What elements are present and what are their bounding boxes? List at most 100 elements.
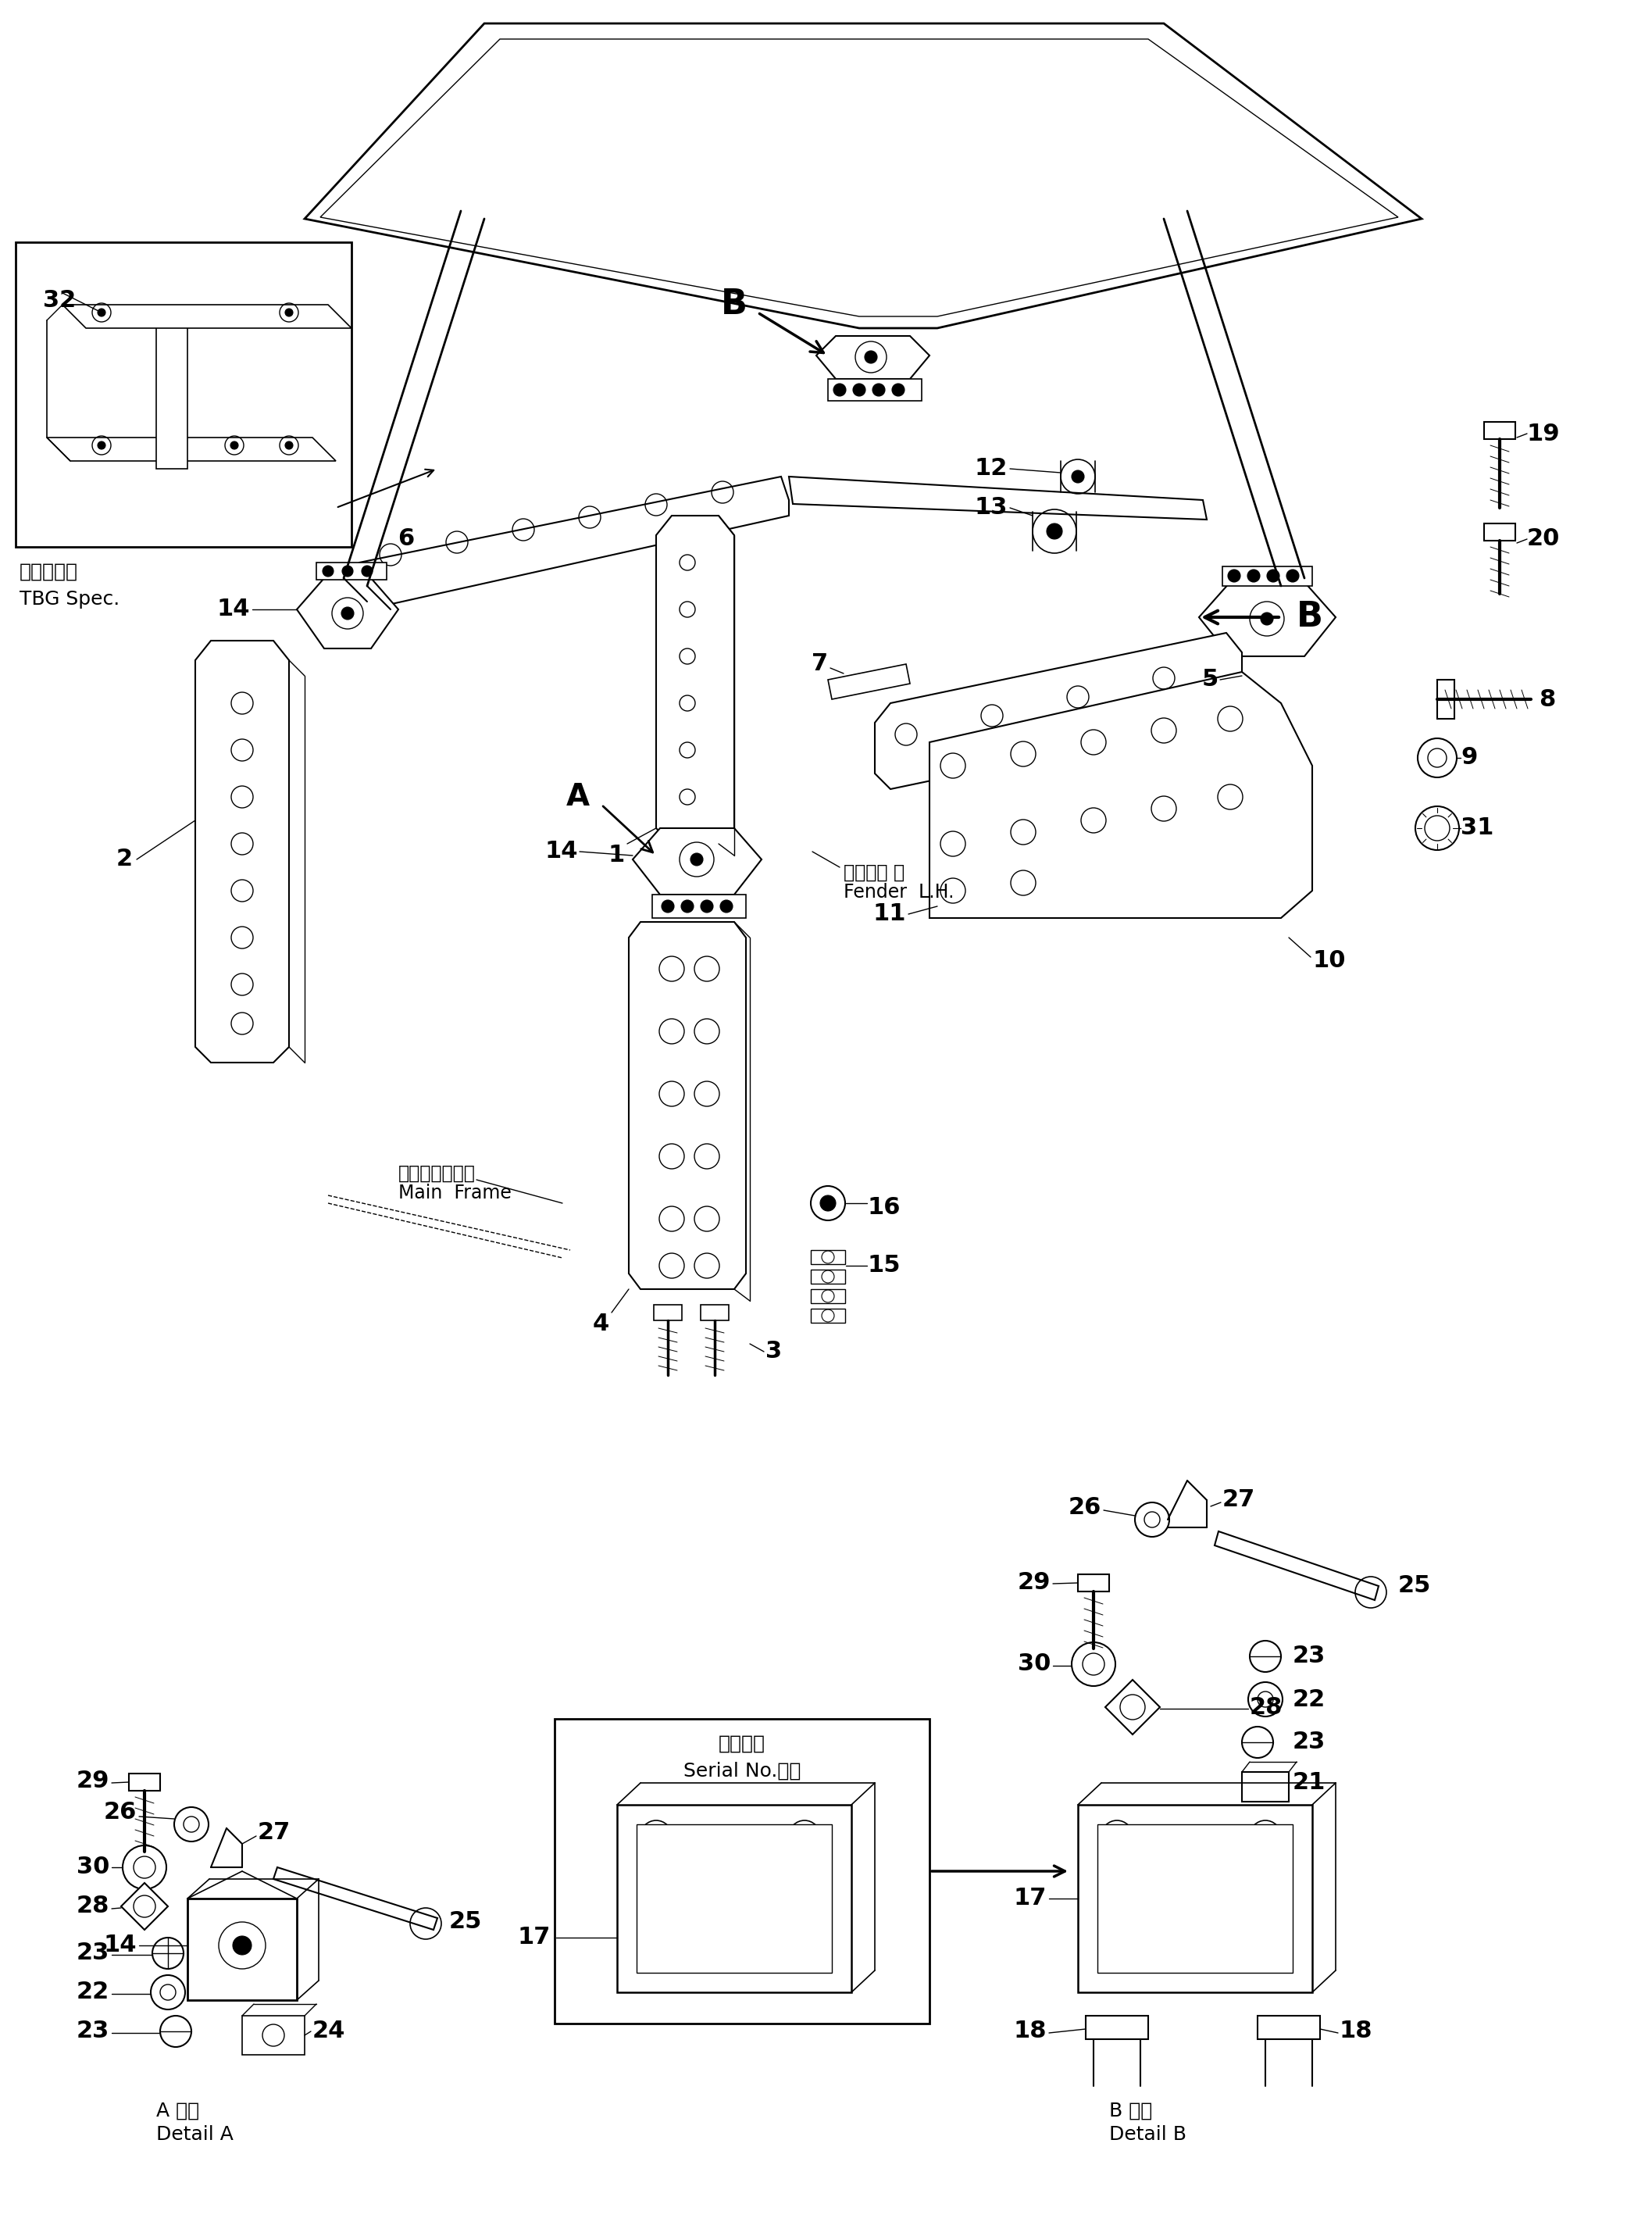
Text: 20: 20 (1526, 529, 1559, 551)
Text: B 詳細: B 詳細 (1108, 2102, 1153, 2120)
Circle shape (1227, 569, 1241, 582)
Text: 適用号機: 適用号機 (719, 1735, 765, 1753)
Circle shape (362, 567, 373, 575)
Circle shape (342, 567, 354, 575)
Polygon shape (63, 304, 352, 329)
Text: 28: 28 (1251, 1695, 1284, 1718)
Circle shape (1287, 569, 1298, 582)
Text: 21: 21 (1294, 1771, 1327, 1793)
Circle shape (97, 442, 106, 449)
Circle shape (872, 384, 885, 396)
Bar (1222, 567, 1312, 587)
Circle shape (230, 442, 238, 449)
Text: 11: 11 (872, 902, 905, 924)
Text: フェンダ 左: フェンダ 左 (844, 864, 905, 882)
Text: 14: 14 (545, 840, 578, 862)
Text: 8: 8 (1538, 689, 1555, 711)
Text: 23: 23 (1294, 1644, 1325, 1669)
Polygon shape (304, 24, 1422, 329)
Text: 25: 25 (449, 1911, 482, 1933)
Text: A 詳細: A 詳細 (157, 2102, 200, 2120)
Text: メインフレーム: メインフレーム (398, 1164, 476, 1182)
Circle shape (1260, 613, 1274, 624)
Text: 1: 1 (608, 844, 624, 867)
Polygon shape (930, 671, 1312, 918)
Circle shape (1072, 471, 1084, 482)
Text: Detail B: Detail B (1108, 2124, 1186, 2144)
Text: TBG Spec.: TBG Spec. (20, 589, 119, 609)
Text: 14: 14 (104, 1933, 137, 1958)
Text: 29: 29 (1018, 1571, 1051, 1593)
Circle shape (852, 384, 866, 396)
Polygon shape (633, 829, 762, 895)
Bar (636, 1824, 833, 1973)
Text: 29: 29 (76, 1771, 109, 1793)
Text: 14: 14 (216, 598, 249, 620)
Text: 4: 4 (593, 1313, 610, 1335)
Bar (811, 1309, 846, 1322)
Text: 7: 7 (811, 653, 828, 675)
Text: 18: 18 (1340, 2020, 1373, 2042)
Circle shape (700, 900, 714, 913)
Circle shape (342, 607, 354, 620)
Circle shape (819, 1195, 836, 1211)
Text: ＩＢＧ仕様: ＩＢＧ仕様 (20, 562, 78, 582)
Text: 26: 26 (1069, 1498, 1102, 1520)
Bar (1097, 1824, 1294, 1973)
Bar (187, 1898, 297, 2000)
Polygon shape (157, 320, 187, 469)
Text: 3: 3 (765, 1340, 781, 1362)
Circle shape (97, 309, 106, 316)
Text: 22: 22 (1294, 1689, 1325, 1711)
Text: 5: 5 (1203, 669, 1219, 691)
Polygon shape (656, 516, 733, 844)
Text: 12: 12 (975, 458, 1008, 480)
Text: 18: 18 (1013, 2020, 1047, 2042)
Text: 17: 17 (1014, 1886, 1047, 1911)
Text: 26: 26 (104, 1802, 137, 1824)
Text: 28: 28 (76, 1895, 109, 1918)
Circle shape (833, 384, 846, 396)
Bar (129, 1773, 160, 1791)
Bar (653, 895, 747, 918)
Circle shape (322, 567, 334, 575)
Bar (811, 1269, 846, 1284)
Bar (1257, 2015, 1320, 2040)
Text: 30: 30 (1018, 1653, 1051, 1675)
Circle shape (892, 384, 905, 396)
Polygon shape (1214, 1531, 1379, 1600)
Bar (1483, 422, 1515, 440)
Circle shape (286, 309, 292, 316)
Bar (811, 1251, 846, 1264)
Circle shape (1267, 569, 1279, 582)
Bar (15, 242, 352, 547)
Circle shape (1047, 524, 1062, 540)
Text: 30: 30 (76, 1855, 109, 1878)
Bar (654, 1304, 682, 1320)
Circle shape (864, 351, 877, 364)
Text: B: B (720, 289, 747, 322)
Text: 23: 23 (76, 2020, 109, 2042)
Polygon shape (46, 438, 335, 460)
Bar (1077, 1575, 1108, 1591)
Polygon shape (358, 476, 790, 609)
Circle shape (286, 442, 292, 449)
Text: 24: 24 (312, 2020, 345, 2042)
Circle shape (233, 1935, 251, 1955)
Bar (1085, 2015, 1148, 2040)
Text: 15: 15 (867, 1255, 900, 1278)
Text: 23: 23 (1294, 1731, 1325, 1753)
Bar (1483, 524, 1515, 540)
Text: 27: 27 (1222, 1489, 1256, 1511)
Text: B: B (1297, 600, 1323, 633)
Bar (618, 1804, 851, 1993)
Text: 22: 22 (76, 1982, 109, 2004)
Text: Main  Frame: Main Frame (398, 1184, 512, 1202)
Text: 19: 19 (1526, 422, 1561, 444)
Text: 6: 6 (398, 529, 415, 551)
Text: Serial No.・・: Serial No.・・ (684, 1762, 801, 1780)
Circle shape (681, 900, 694, 913)
Circle shape (691, 853, 704, 867)
Bar (811, 1289, 846, 1302)
Text: 32: 32 (43, 289, 76, 311)
